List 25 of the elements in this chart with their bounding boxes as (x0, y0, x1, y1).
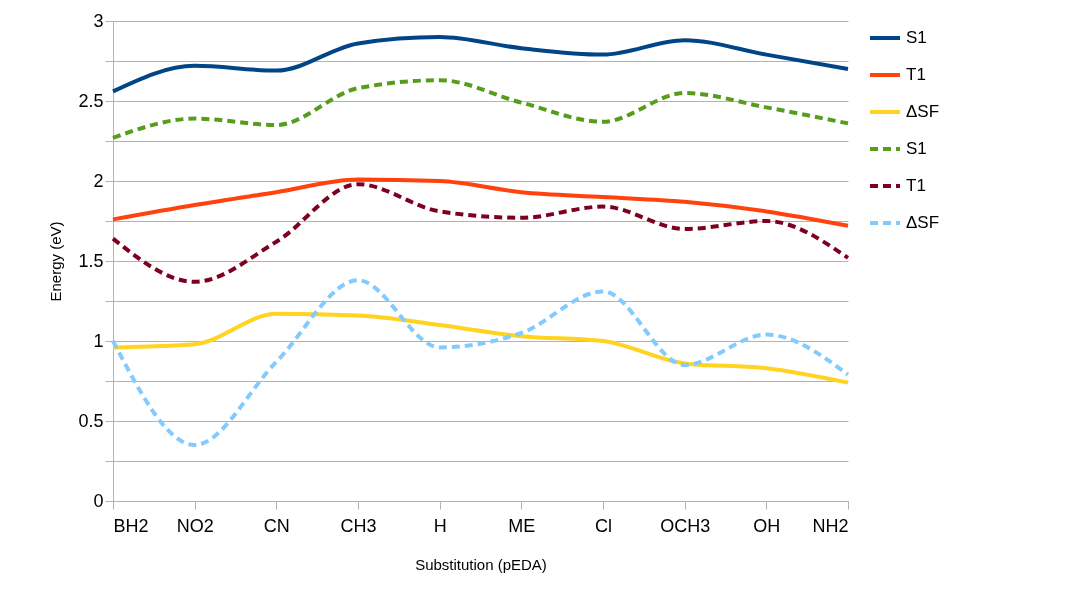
legend-label: T1 (906, 176, 926, 195)
x-tick-label: BH2 (113, 515, 149, 536)
legend-label: ΔSF (906, 213, 940, 232)
x-tick-label: ME (508, 515, 536, 536)
legend-label: S1 (906, 28, 927, 47)
x-tick-label: H (433, 515, 447, 536)
y-tick-label: 2.5 (78, 90, 104, 111)
x-tick-label: CH3 (340, 515, 377, 536)
x-tick-label: NO2 (176, 515, 214, 536)
y-tick-label: 3 (93, 10, 104, 31)
y-tick-label: 1.5 (78, 250, 104, 271)
x-tick-label: OCH3 (660, 515, 711, 536)
x-tick-label: NH2 (812, 515, 849, 536)
y-tick-label: 1 (93, 330, 104, 351)
legend-label: ΔSF (906, 102, 940, 121)
y-tick-label: 0.5 (78, 410, 104, 431)
legend-label: S1 (906, 139, 927, 158)
x-axis-title: Substitution (pEDA) (415, 555, 547, 573)
x-tick-label: Cl (595, 515, 612, 536)
y-tick-label: 0 (93, 490, 104, 511)
x-tick-label: OH (753, 515, 781, 536)
y-tick-label: 2 (93, 170, 104, 191)
x-tick-label: CN (263, 515, 290, 536)
legend-label: T1 (906, 65, 926, 84)
y-axis-title: Energy (eV) (47, 221, 65, 302)
